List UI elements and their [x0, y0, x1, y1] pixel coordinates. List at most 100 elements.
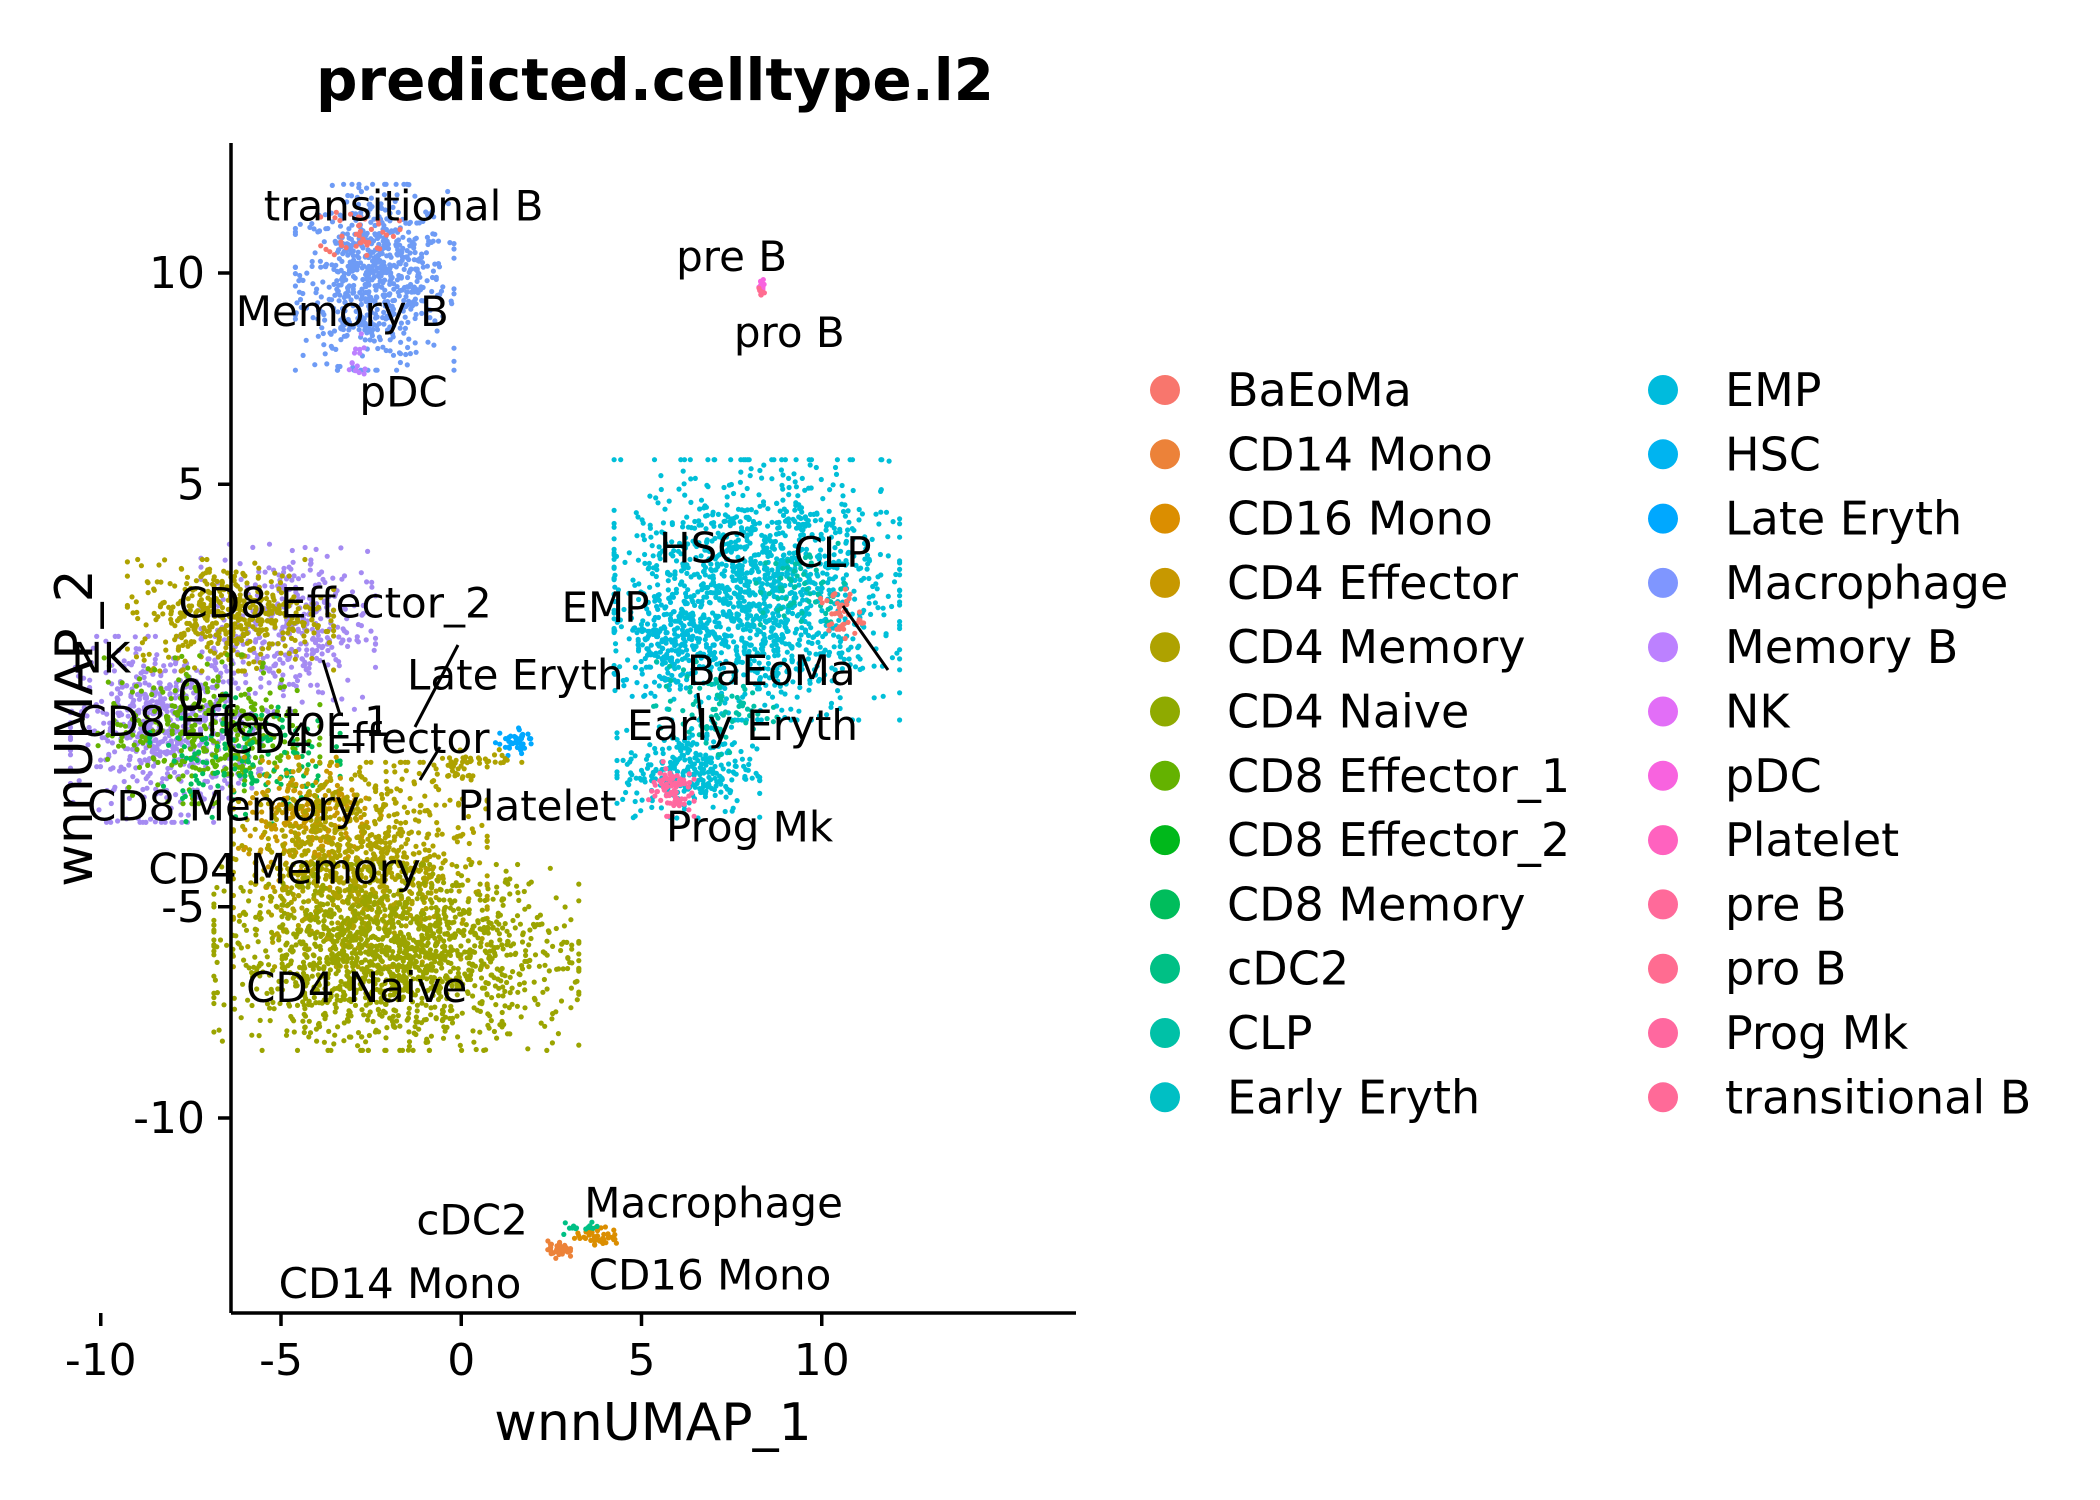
data-point: [574, 997, 580, 1003]
data-point: [407, 243, 413, 249]
data-point: [372, 298, 378, 304]
data-point: [398, 339, 404, 345]
data-point: [425, 306, 431, 312]
data-point: [412, 1024, 418, 1030]
data-point: [331, 652, 337, 658]
data-point: [539, 921, 545, 927]
data-point: [427, 812, 433, 818]
data-point: [155, 614, 161, 620]
data-point: [362, 296, 369, 302]
data-point: [324, 553, 330, 559]
data-point: [140, 786, 146, 793]
data-point: [395, 289, 401, 295]
data-point: [363, 272, 369, 278]
data-point: [340, 835, 346, 841]
data-point: [484, 904, 490, 910]
data-point: [297, 296, 304, 303]
data-point: [75, 668, 81, 674]
data-point: [161, 757, 168, 763]
data-point: [361, 316, 367, 322]
data-point: [393, 181, 399, 187]
data-point: [212, 790, 218, 797]
data-point: [459, 882, 465, 888]
data-point: [276, 937, 282, 943]
data-point: [359, 1047, 366, 1053]
data-point: [93, 702, 99, 708]
data-point: [485, 886, 491, 892]
data-point: [79, 709, 85, 715]
data-point: [345, 293, 351, 299]
data-point: [494, 1035, 500, 1041]
data-point: [343, 245, 349, 251]
data-point: [477, 1008, 483, 1015]
data-point: [361, 371, 367, 377]
data-point: [562, 904, 568, 910]
data-point: [67, 747, 74, 754]
data-point: [424, 263, 430, 269]
data-point: [258, 651, 264, 657]
data-point: [487, 948, 493, 954]
data-point: [480, 917, 486, 923]
data-point: [327, 330, 333, 336]
data-point: [197, 719, 203, 725]
data-point: [518, 1014, 524, 1020]
data-point: [502, 973, 508, 979]
data-point: [338, 545, 344, 551]
data-point: [363, 1039, 369, 1045]
data-point: [199, 649, 205, 655]
data-point: [85, 742, 91, 748]
data-point: [317, 901, 324, 907]
data-point: [205, 675, 211, 681]
data-point: [364, 252, 370, 258]
data-point: [309, 655, 315, 662]
data-point: [313, 835, 319, 841]
data-point: [358, 296, 364, 302]
data-point: [415, 941, 421, 948]
data-point: [368, 309, 375, 315]
data-point: [379, 895, 385, 901]
data-point: [497, 912, 503, 918]
data-point: [404, 809, 411, 816]
data-point: [211, 922, 217, 928]
data-point: [99, 698, 105, 705]
data-point: [237, 561, 243, 567]
data-point: [451, 255, 457, 261]
data-point: [310, 650, 317, 656]
data-point: [355, 201, 362, 208]
data-point: [337, 217, 343, 224]
data-point: [514, 1003, 521, 1009]
data-point: [286, 681, 292, 687]
data-point: [163, 639, 169, 645]
data-point: [433, 1015, 439, 1021]
data-point: [347, 324, 353, 330]
data-point: [428, 1033, 434, 1039]
data-point: [302, 1013, 309, 1019]
data-point: [414, 220, 420, 226]
data-point: [406, 336, 412, 342]
data-point: [306, 923, 312, 929]
data-point: [371, 216, 377, 222]
data-point: [346, 271, 352, 277]
data-point: [500, 925, 506, 931]
data-point: [140, 769, 146, 775]
data-point: [397, 226, 403, 233]
data-point: [239, 652, 245, 658]
data-point: [311, 953, 317, 959]
data-point: [172, 637, 178, 643]
data-point: [341, 628, 347, 634]
data-point: [280, 630, 286, 636]
data-point: [490, 896, 496, 902]
data-point: [330, 945, 336, 951]
data-point: [484, 838, 490, 845]
data-point: [292, 656, 298, 662]
data-point: [318, 264, 324, 270]
data-point: [165, 765, 171, 772]
data-point: [154, 652, 160, 658]
data-point: [245, 944, 251, 950]
data-point: [334, 278, 340, 284]
data-point: [353, 308, 359, 314]
data-point: [276, 668, 282, 674]
data-point: [484, 873, 490, 879]
data-point: [299, 905, 305, 911]
data-point: [378, 269, 384, 275]
